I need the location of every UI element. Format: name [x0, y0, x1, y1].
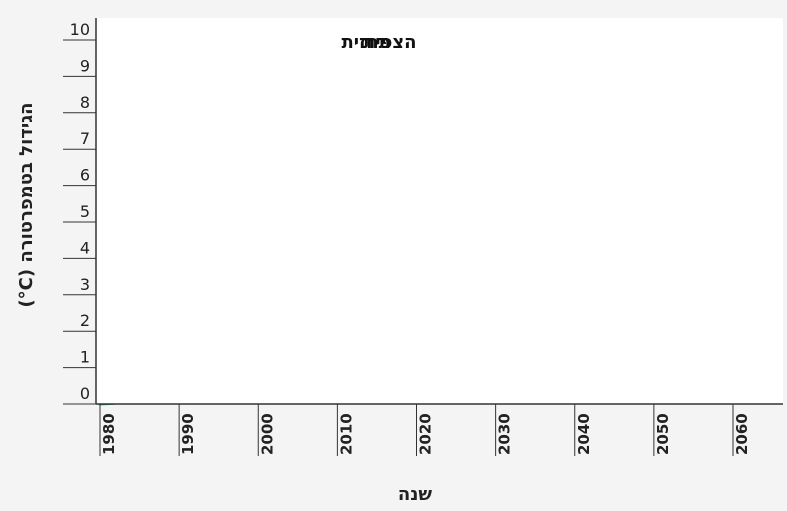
y-tick-label: 8: [80, 93, 90, 112]
y-tick-label: 3: [80, 275, 90, 294]
y-tick-label: 7: [80, 129, 90, 148]
y-tick-label: 10: [70, 20, 90, 39]
x-tick-label: 2040: [575, 413, 593, 455]
x-tick-label: 1980: [100, 413, 118, 455]
plot-area: [96, 18, 783, 404]
y-tick-label: 5: [80, 202, 90, 221]
y-tick-label: 0: [80, 384, 90, 403]
y-tick-label: 9: [80, 56, 90, 75]
x-tick-label: 2030: [496, 413, 514, 455]
x-tick-label: 2000: [258, 413, 276, 455]
y-tick-label: 4: [80, 238, 90, 257]
x-tick-label: 2010: [337, 413, 355, 455]
y-axis-label: הגידול בטמפרטורה (C°): [16, 102, 37, 307]
x-tick-label: 2020: [417, 413, 435, 455]
observation-region-label: הצפית: [363, 32, 417, 53]
x-axis-label: שנה: [398, 484, 433, 505]
x-tick-label: 2050: [654, 413, 672, 455]
forecast-region-label: תחזית: [341, 32, 390, 53]
y-tick-label: 1: [80, 348, 90, 367]
y-tick-label: 2: [80, 311, 90, 330]
x-tick-label: 1990: [179, 413, 197, 455]
y-tick-label: 6: [80, 166, 90, 185]
x-tick-label: 2060: [733, 413, 751, 455]
